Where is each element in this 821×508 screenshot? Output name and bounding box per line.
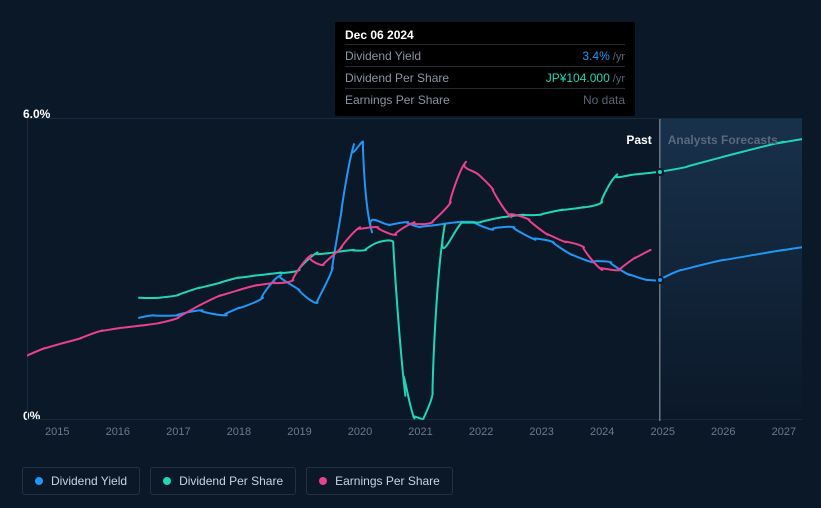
x-tick-label: 2026 (711, 426, 735, 438)
tooltip-row: Earnings Per Share No data (345, 88, 625, 110)
legend: Dividend Yield Dividend Per Share Earnings… (22, 467, 453, 495)
legend-dot-icon (319, 477, 327, 485)
legend-dot-icon (163, 477, 171, 485)
plot-area[interactable]: Past Analysts Forecasts (27, 118, 802, 420)
tooltip-row: Dividend Per Share JP¥104.000/yr (345, 66, 625, 88)
marker-dividend-yield (656, 276, 664, 284)
tooltip-value: No data (583, 91, 625, 109)
x-tick-label: 2023 (529, 426, 553, 438)
x-tick-label: 2017 (166, 426, 190, 438)
marker-dividend-per-share (656, 168, 664, 176)
chart-lines-svg (27, 119, 802, 421)
series-earnings-per-share (27, 162, 651, 356)
tooltip-key: Earnings Per Share (345, 93, 450, 107)
series-dividend-per-share (139, 139, 802, 419)
tooltip-value: 3.4%/yr (582, 47, 625, 65)
legend-item-earnings-per-share[interactable]: Earnings Per Share (306, 467, 453, 495)
x-tick-label: 2025 (650, 426, 674, 438)
x-tick-label: 2024 (590, 426, 614, 438)
x-tick-label: 2016 (106, 426, 130, 438)
x-tick-label: 2018 (227, 426, 251, 438)
legend-label: Dividend Per Share (179, 474, 283, 488)
dividend-chart: 6.0% 0% Past Analysts Forecasts 20152016… (0, 0, 821, 508)
tooltip-value: JP¥104.000/yr (546, 69, 625, 87)
past-label: Past (626, 133, 651, 147)
legend-item-dividend-per-share[interactable]: Dividend Per Share (150, 467, 296, 495)
x-tick-label: 2020 (348, 426, 372, 438)
tooltip-title: Dec 06 2024 (345, 28, 625, 44)
hover-tooltip: Dec 06 2024 Dividend Yield3.4%/yrDividen… (335, 22, 635, 116)
legend-dot-icon (35, 477, 43, 485)
x-tick-label: 2027 (772, 426, 796, 438)
tooltip-row: Dividend Yield 3.4%/yr (345, 44, 625, 66)
x-tick-label: 2019 (287, 426, 311, 438)
x-tick-label: 2015 (45, 426, 69, 438)
tooltip-key: Dividend Yield (345, 49, 421, 63)
tooltip-key: Dividend Per Share (345, 71, 449, 85)
forecast-label: Analysts Forecasts (668, 133, 778, 147)
x-tick-label: 2022 (469, 426, 493, 438)
legend-item-dividend-yield[interactable]: Dividend Yield (22, 467, 140, 495)
series-dividend-yield (139, 141, 802, 317)
legend-label: Earnings Per Share (335, 474, 440, 488)
legend-label: Dividend Yield (51, 474, 127, 488)
x-tick-label: 2021 (408, 426, 432, 438)
